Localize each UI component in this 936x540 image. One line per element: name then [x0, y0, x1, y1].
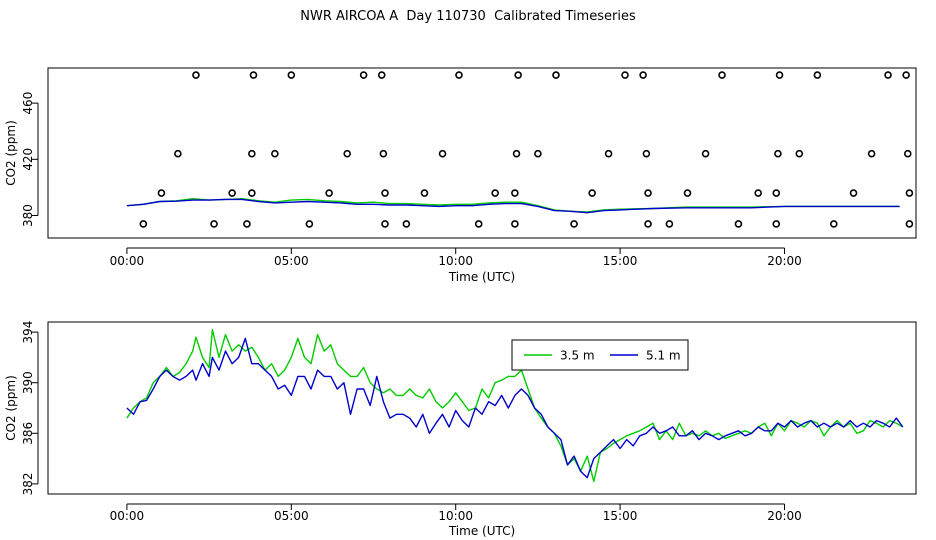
- legend: 3.5 m 5.1 m: [511, 339, 689, 371]
- series-line-5-1-m: [126, 337, 904, 479]
- data-point-marker: [734, 220, 743, 228]
- x-tick-label: 05:00: [274, 254, 309, 268]
- plot-frame: [47, 321, 917, 495]
- data-point-marker: [701, 149, 710, 158]
- data-point-marker: [343, 149, 351, 158]
- legend-entry-label: 5.1 m: [646, 349, 681, 363]
- data-point-marker: [139, 220, 148, 228]
- data-point-marker: [248, 149, 256, 158]
- data-point-marker: [552, 71, 560, 79]
- data-point-marker: [772, 189, 781, 197]
- plot-frame: [47, 67, 917, 239]
- data-point-marker: [157, 189, 166, 197]
- data-point-marker: [644, 220, 652, 228]
- data-point-marker: [381, 189, 389, 197]
- data-point-marker: [665, 220, 674, 228]
- data-point-marker: [474, 220, 483, 228]
- data-point-marker: [402, 220, 411, 228]
- data-point-marker: [174, 149, 182, 158]
- x-axis-label: Time (UTC): [448, 270, 515, 284]
- y-axis-label: CO2 (ppm): [4, 375, 18, 441]
- y-tick-label: 390: [21, 371, 35, 394]
- data-point-marker: [570, 220, 578, 228]
- y-axis-label: CO2 (ppm): [4, 120, 18, 186]
- x-tick-label: 15:00: [603, 254, 638, 268]
- data-point-marker: [511, 189, 519, 197]
- data-point-marker: [228, 189, 236, 197]
- data-point-marker: [248, 189, 256, 197]
- data-point-marker: [849, 189, 858, 197]
- x-tick-label: 05:00: [274, 509, 309, 523]
- data-point-marker: [718, 71, 726, 79]
- data-point-marker: [642, 149, 651, 158]
- calibrated-timeseries-panel: 00:00 05:00 10:00 15:00 20:00 Time (UTC) 380 42…: [4, 67, 917, 284]
- data-point-marker: [772, 220, 781, 228]
- data-point-marker: [455, 71, 463, 79]
- y-tick-label: 380: [21, 204, 35, 227]
- y-tick-label: 382: [21, 472, 35, 495]
- data-point-marker: [512, 149, 521, 158]
- x-axis-label: Time (UTC): [448, 524, 515, 538]
- data-point-marker: [867, 149, 876, 158]
- data-point-marker: [639, 71, 647, 79]
- x-tick-label: 10:00: [438, 254, 473, 268]
- data-point-marker: [438, 149, 447, 158]
- series-line-3-5-m: [126, 197, 900, 213]
- data-point-marker: [621, 71, 629, 79]
- y-tick-label: 460: [21, 92, 35, 115]
- tower-co2-panel: 00:00 05:00 10:00 15:00 20:00 Time (UTC) 382 38…: [4, 321, 917, 538]
- data-point-marker: [903, 149, 912, 158]
- data-point-marker: [192, 71, 200, 79]
- series-line-5-1-m: [126, 198, 900, 214]
- y-tick-label: 420: [21, 148, 35, 171]
- data-point-marker: [491, 189, 499, 197]
- data-point-marker: [902, 71, 910, 79]
- data-point-marker: [813, 71, 822, 79]
- data-point-marker: [754, 189, 762, 197]
- data-point-marker: [588, 189, 596, 197]
- data-point-marker: [249, 71, 258, 79]
- data-point-marker: [644, 189, 652, 197]
- data-point-marker: [287, 71, 296, 79]
- data-point-marker: [243, 220, 251, 228]
- data-point-marker: [305, 220, 314, 228]
- x-tick-label: 00:00: [110, 509, 145, 523]
- data-point-marker: [379, 149, 388, 158]
- data-point-marker: [775, 71, 784, 79]
- x-tick-label: 20:00: [767, 509, 802, 523]
- chart-title: NWR AIRCOA A Day 110730 Calibrated Times…: [300, 9, 636, 24]
- x-tick-label: 15:00: [603, 509, 638, 523]
- data-point-marker: [795, 149, 804, 158]
- data-point-marker: [511, 220, 519, 228]
- data-point-marker: [514, 71, 522, 79]
- legend-entry-label: 3.5 m: [560, 349, 595, 363]
- x-tick-label: 20:00: [767, 254, 802, 268]
- data-point-marker: [604, 149, 613, 158]
- data-point-marker: [377, 71, 386, 79]
- x-tick-label: 00:00: [110, 254, 145, 268]
- data-point-marker: [683, 189, 692, 197]
- data-point-marker: [210, 220, 218, 228]
- x-tick-label: 10:00: [438, 509, 473, 523]
- data-point-marker: [271, 149, 279, 158]
- data-point-marker: [905, 220, 914, 228]
- series-line-3-5-m: [126, 328, 904, 483]
- data-point-marker: [774, 149, 782, 158]
- data-point-marker: [325, 189, 333, 197]
- y-tick-label: 386: [21, 422, 35, 445]
- y-tick-label: 394: [21, 321, 35, 344]
- data-point-marker: [830, 220, 838, 228]
- data-point-marker: [884, 71, 892, 79]
- data-point-marker: [381, 220, 389, 228]
- data-point-marker: [359, 71, 368, 79]
- data-point-marker: [420, 189, 429, 197]
- data-point-marker: [534, 149, 542, 158]
- data-point-marker: [905, 189, 914, 197]
